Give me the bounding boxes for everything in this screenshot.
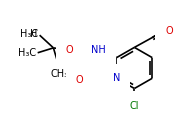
Text: Cl: Cl (130, 101, 139, 111)
Text: NH: NH (91, 45, 106, 55)
Text: CH₃: CH₃ (50, 69, 68, 79)
Text: H₃C: H₃C (18, 48, 36, 58)
Text: N: N (113, 73, 120, 83)
Text: O: O (75, 75, 83, 85)
Text: H₃C: H₃C (19, 29, 38, 39)
Text: O: O (65, 45, 73, 55)
Text: H: H (30, 29, 38, 39)
Text: O: O (165, 26, 173, 36)
